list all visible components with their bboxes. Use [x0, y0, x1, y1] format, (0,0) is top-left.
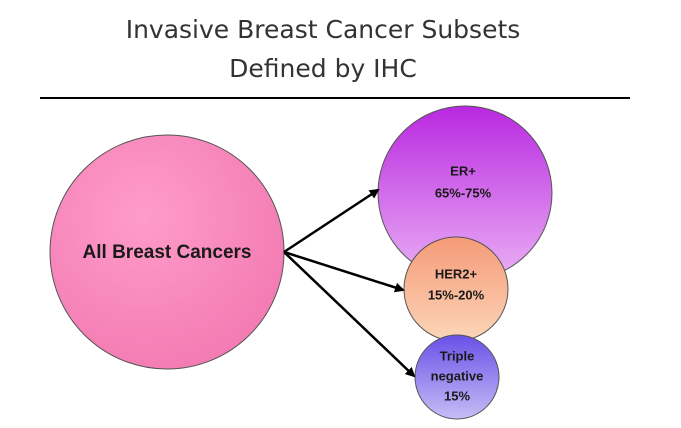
node-label: ER+	[450, 163, 476, 178]
node-label: All Breast Cancers	[83, 242, 252, 263]
node-label: negative	[431, 368, 484, 383]
node-label: 15%-20%	[428, 287, 485, 302]
node-label: 65%-75%	[435, 185, 492, 200]
title-line: Defined by IHC	[229, 54, 417, 83]
title-line: Invasive Breast Cancer Subsets	[126, 15, 521, 44]
arrow	[283, 250, 405, 293]
arrow	[283, 188, 380, 254]
arrow	[283, 251, 416, 378]
node-label: 15%	[444, 388, 470, 403]
node-label: HER2+	[435, 266, 478, 281]
node-label: Triple	[440, 348, 475, 363]
